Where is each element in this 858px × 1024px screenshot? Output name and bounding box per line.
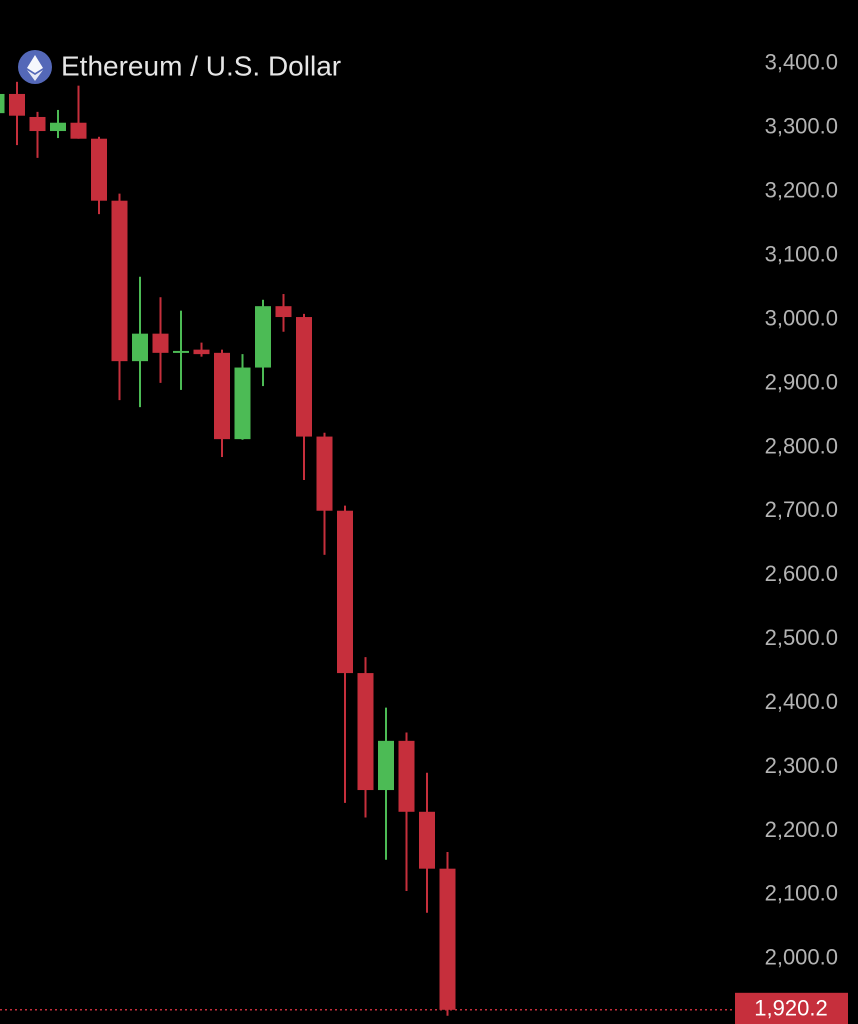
candle-body bbox=[70, 122, 87, 139]
candle-body bbox=[419, 811, 435, 869]
y-tick-label: 2,500.0 bbox=[765, 625, 838, 650]
candle-body bbox=[275, 306, 292, 318]
y-tick-label: 3,300.0 bbox=[765, 114, 838, 139]
candle-body bbox=[132, 333, 148, 362]
eth-icon-bottom bbox=[27, 70, 43, 81]
candle-body bbox=[214, 352, 230, 440]
last-price-box bbox=[735, 992, 848, 1024]
y-tick-label: 2,900.0 bbox=[765, 369, 838, 394]
candle-body bbox=[398, 740, 415, 812]
candle-body bbox=[193, 349, 210, 355]
candle-body bbox=[50, 122, 66, 132]
candle-body bbox=[316, 436, 333, 511]
candle-body bbox=[173, 350, 189, 353]
y-tick-label: 2,000.0 bbox=[765, 945, 838, 970]
candle-body bbox=[0, 93, 5, 114]
y-tick-label: 2,600.0 bbox=[765, 561, 838, 586]
y-tick-label: 2,800.0 bbox=[765, 433, 838, 458]
candle-body bbox=[29, 116, 46, 132]
chart-title: Ethereum / U.S. Dollar bbox=[61, 50, 341, 81]
eth-icon-top bbox=[27, 55, 43, 73]
candle-body bbox=[337, 510, 353, 674]
candle-body bbox=[234, 367, 251, 440]
y-tick-label: 2,300.0 bbox=[765, 753, 838, 778]
candle-body bbox=[152, 333, 169, 353]
candle-body bbox=[9, 93, 25, 116]
last-price-label: 1,920.2 bbox=[754, 996, 827, 1021]
candle-body bbox=[91, 138, 107, 201]
candle-body bbox=[296, 317, 312, 437]
y-tick-label: 2,700.0 bbox=[765, 497, 838, 522]
plot bbox=[0, 81, 456, 1016]
y-tick-label: 2,200.0 bbox=[765, 817, 838, 842]
y-tick-label: 3,400.0 bbox=[765, 50, 838, 75]
candle-body bbox=[357, 673, 374, 791]
y-tick-label: 2,400.0 bbox=[765, 689, 838, 714]
candle-body bbox=[439, 868, 456, 1010]
y-tick-label: 3,200.0 bbox=[765, 178, 838, 203]
candle-body bbox=[378, 740, 394, 791]
candle-body bbox=[255, 306, 271, 368]
candle-body bbox=[111, 200, 128, 362]
y-tick-label: 3,000.0 bbox=[765, 305, 838, 330]
y-tick-label: 2,100.0 bbox=[765, 881, 838, 906]
y-tick-label: 3,100.0 bbox=[765, 241, 838, 266]
